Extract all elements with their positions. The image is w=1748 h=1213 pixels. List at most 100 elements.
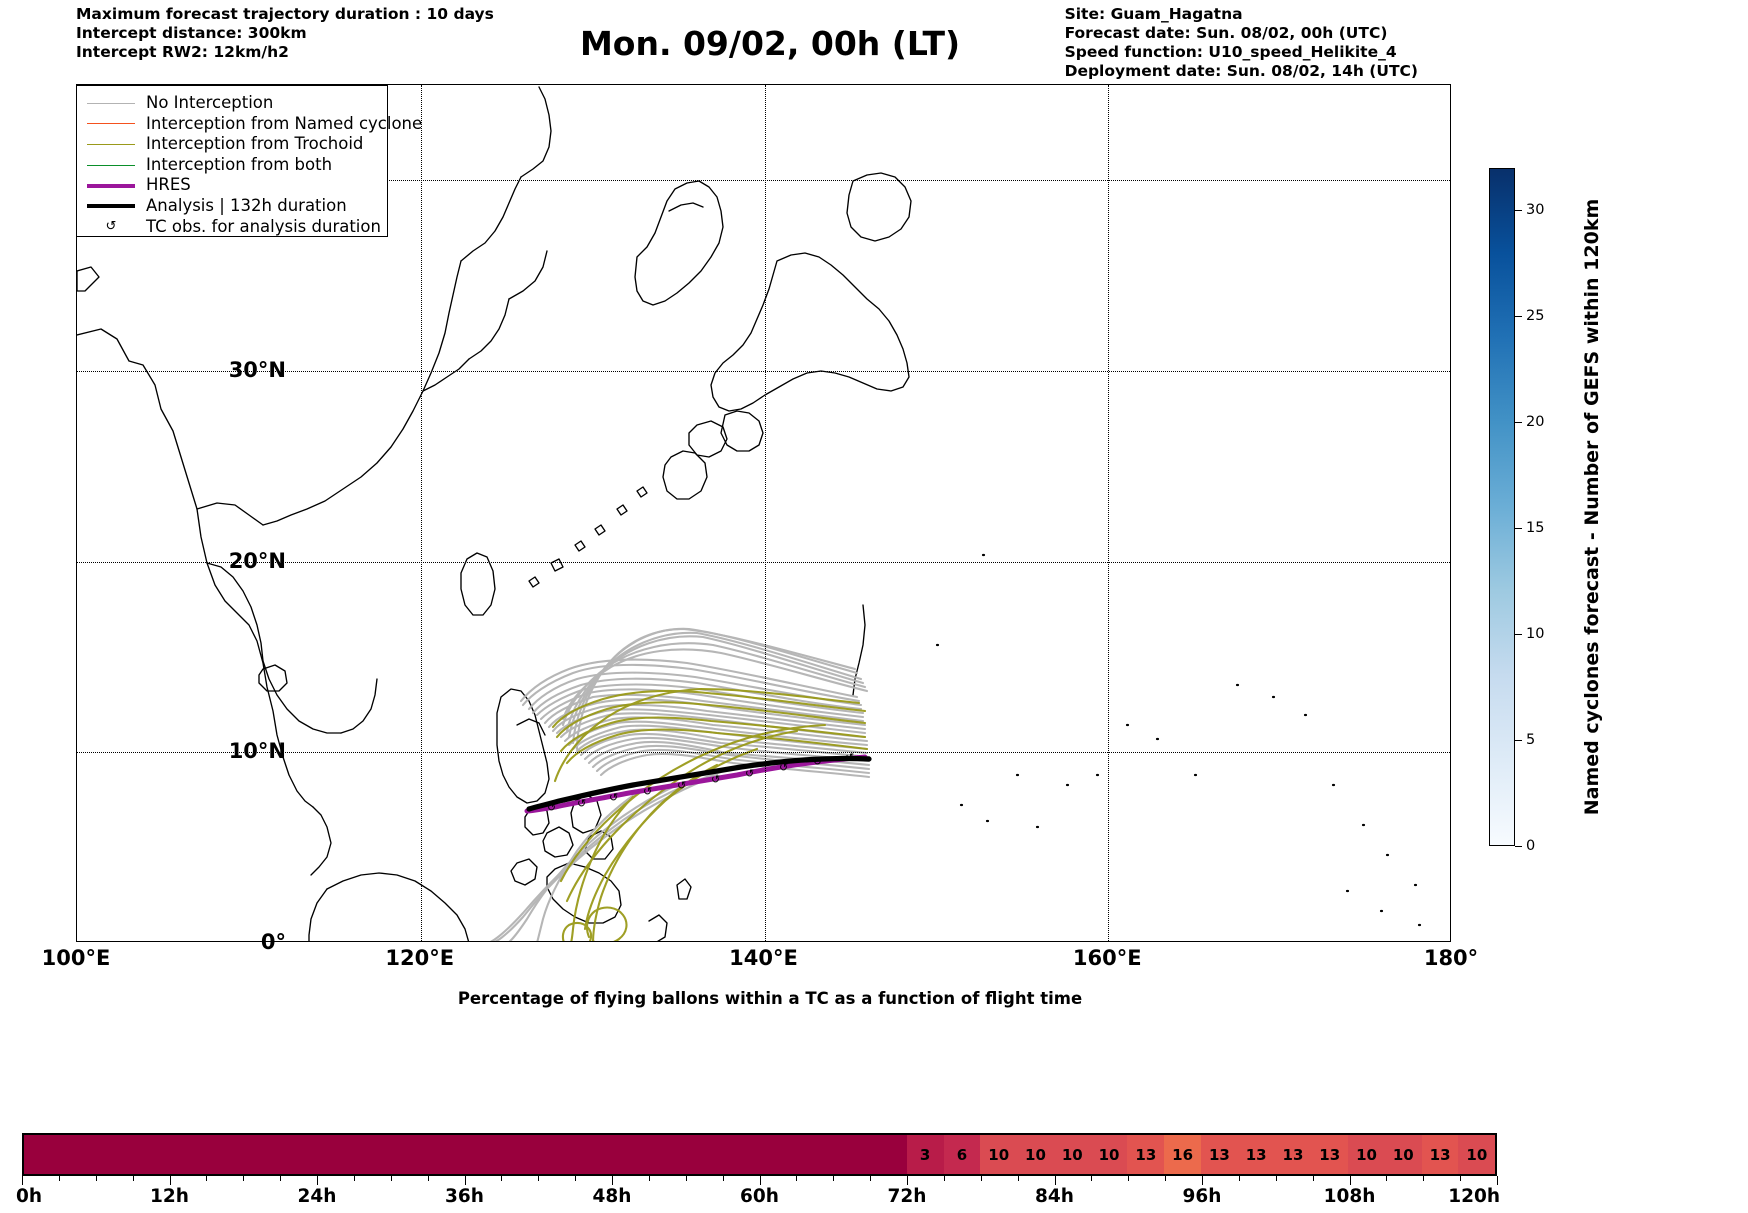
colorbar-tick xyxy=(1515,740,1522,742)
flight-time-cell-32: 13 xyxy=(1201,1135,1238,1174)
legend-item-5: Analysis | 132h duration xyxy=(87,196,387,217)
bottom-minor-tick xyxy=(501,1176,503,1181)
bottom-minor-tick xyxy=(980,1176,982,1181)
legend-line-swatch xyxy=(87,204,135,209)
colorbar-tick-label: 20 xyxy=(1526,414,1545,431)
flight-time-cell-10 xyxy=(391,1135,429,1174)
svg-text:↺: ↺ xyxy=(547,801,556,814)
bottom-tick xyxy=(612,1176,613,1185)
flight-time-cell-33: 13 xyxy=(1237,1135,1275,1174)
bottom-minor-tick xyxy=(1165,1176,1167,1181)
bottom-minor-tick xyxy=(538,1176,540,1181)
flight-time-cell-22 xyxy=(833,1135,870,1174)
legend-label: TC obs. for analysis duration xyxy=(146,216,381,236)
flight-time-cell-3 xyxy=(134,1135,172,1174)
bottom-tick xyxy=(1054,1176,1056,1185)
legend-line-swatch xyxy=(87,123,135,125)
legend-label: No Interception xyxy=(146,93,274,113)
x-tick-label: 140°E xyxy=(729,946,798,970)
legend-label: HRES xyxy=(146,175,191,195)
flight-time-cell-19 xyxy=(722,1135,760,1174)
flight-time-cell-36: 10 xyxy=(1348,1135,1385,1174)
bottom-tick-label: 120h xyxy=(1448,1186,1501,1207)
flight-time-cell-5 xyxy=(207,1135,245,1174)
flight-time-cell-38: 13 xyxy=(1421,1135,1459,1174)
bottom-minor-tick xyxy=(353,1176,355,1181)
bottom-minor-tick xyxy=(943,1176,945,1181)
bottom-minor-tick xyxy=(1386,1176,1388,1181)
colorbar-tick-label: 25 xyxy=(1526,308,1545,325)
bottom-minor-tick xyxy=(1312,1176,1314,1181)
colorbar-tick xyxy=(1515,846,1522,847)
flight-time-cell-16 xyxy=(612,1135,650,1174)
legend-label: Interception from Named cyclone xyxy=(146,113,423,133)
gefs-colorbar xyxy=(1489,168,1515,846)
bottom-minor-tick xyxy=(390,1176,392,1181)
bottom-tick-label: 72h xyxy=(887,1186,927,1207)
bottom-minor-tick xyxy=(722,1176,724,1181)
bottom-tick-label: 36h xyxy=(445,1186,484,1207)
flight-time-percentage-bar: 3 6 10 10 10 10 13 16 13 13 13 13 10 10 13 10 xyxy=(22,1133,1497,1176)
flight-time-cell-21 xyxy=(796,1135,834,1174)
bottom-tick-label: 84h xyxy=(1035,1186,1074,1207)
colorbar-tick xyxy=(1515,422,1522,424)
bottom-tick xyxy=(759,1176,761,1185)
colorbar-tick-label: 10 xyxy=(1526,626,1545,643)
header-left-line-0: Maximum forecast trajectory duration : 1… xyxy=(76,5,494,23)
bottom-tick-label: 60h xyxy=(740,1186,779,1207)
gridline-vertical xyxy=(764,85,766,941)
flight-time-cell-39: 10 xyxy=(1458,1135,1496,1174)
svg-text:↺: ↺ xyxy=(845,751,854,764)
bottom-tick-label: 24h xyxy=(297,1186,337,1207)
flight-time-cell-27: 10 xyxy=(1017,1135,1054,1174)
colorbar-tick xyxy=(1515,634,1522,636)
flight-time-cell-18 xyxy=(686,1135,723,1174)
bottom-minor-tick xyxy=(796,1176,798,1181)
bottom-minor-tick xyxy=(870,1176,872,1181)
flight-time-cell-1 xyxy=(60,1135,98,1174)
gridline-horizontal xyxy=(77,752,1450,754)
x-tick-label: 120°E xyxy=(385,946,455,970)
flight-time-cell-24: 3 xyxy=(906,1135,944,1174)
legend-line-swatch xyxy=(87,164,135,166)
bottom-minor-tick xyxy=(575,1176,577,1181)
tc-obs-marker-icon: ↺ xyxy=(105,219,117,235)
flight-time-cell-35: 13 xyxy=(1311,1135,1349,1174)
legend-item-1: Interception from Named cyclone xyxy=(87,114,422,135)
flight-time-cell-4 xyxy=(171,1135,208,1174)
x-tick-label: 100°E xyxy=(41,946,111,970)
flight-time-cell-29: 10 xyxy=(1090,1135,1128,1174)
flight-time-cell-23 xyxy=(869,1135,907,1174)
bottom-minor-tick xyxy=(1460,1176,1462,1181)
svg-text:↺: ↺ xyxy=(677,779,686,792)
flight-time-cell-20 xyxy=(759,1135,797,1174)
colorbar-tick xyxy=(1515,210,1522,212)
flight-time-cell-0 xyxy=(24,1135,61,1174)
bottom-bar-ticks xyxy=(22,1176,1498,1186)
bottom-tick xyxy=(317,1176,318,1185)
flight-time-cell-11 xyxy=(428,1135,466,1174)
flight-time-cell-26: 10 xyxy=(980,1135,1018,1174)
flight-time-cell-34: 13 xyxy=(1274,1135,1312,1174)
gridline-horizontal xyxy=(77,561,1450,563)
bottom-tick xyxy=(22,1176,23,1185)
map-legend: No Interception Interception from Named c… xyxy=(76,85,422,237)
bottom-tick xyxy=(1497,1176,1498,1185)
colorbar-tick-label: 30 xyxy=(1526,202,1545,219)
bottom-minor-tick xyxy=(206,1176,208,1181)
legend-item-4: HRES xyxy=(87,175,387,196)
colorbar-tick xyxy=(1515,316,1522,318)
bottom-minor-tick xyxy=(1017,1176,1019,1181)
bottom-minor-tick xyxy=(685,1176,687,1181)
legend-label: Interception from Trochoid xyxy=(146,134,364,154)
flight-time-cell-15 xyxy=(575,1135,613,1174)
header-left-line-1: Intercept distance: 300km xyxy=(76,24,307,42)
flight-time-cell-12 xyxy=(465,1135,503,1174)
bottom-tick-label: 0h xyxy=(16,1186,43,1207)
bottom-tick xyxy=(907,1176,908,1185)
svg-text:↺: ↺ xyxy=(609,791,618,804)
y-tick-label: 0° xyxy=(260,930,286,954)
flight-time-cell-6 xyxy=(244,1135,282,1174)
flight-time-cell-28: 10 xyxy=(1053,1135,1091,1174)
colorbar-tick xyxy=(1515,528,1522,530)
